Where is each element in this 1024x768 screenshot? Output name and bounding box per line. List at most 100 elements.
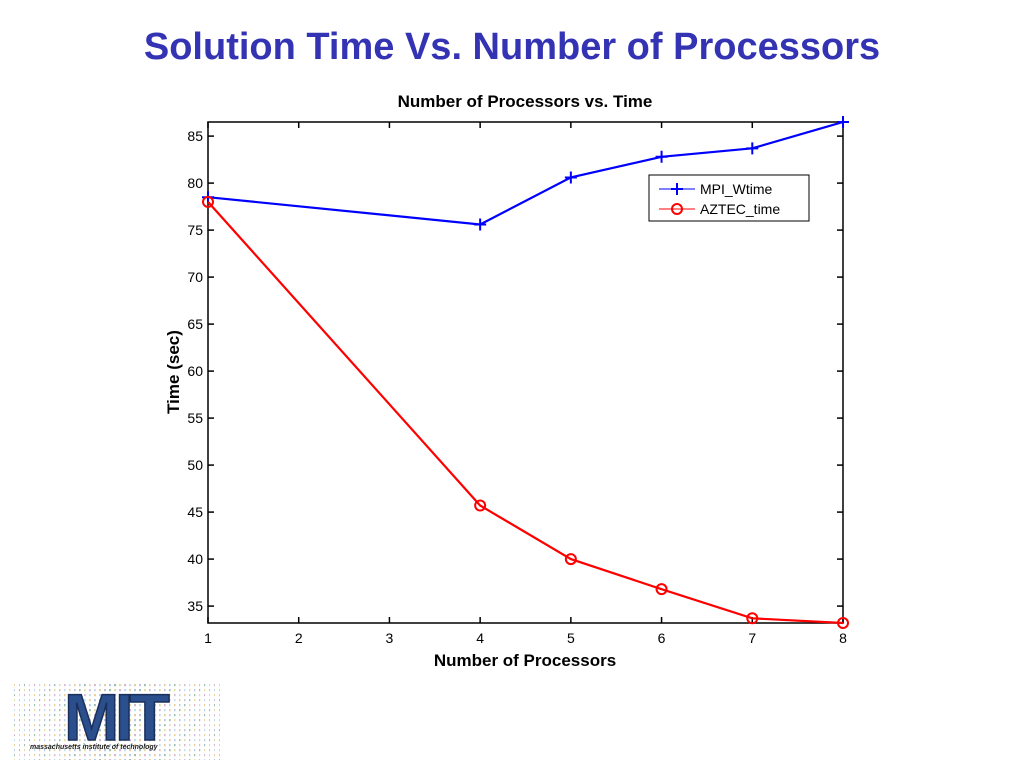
logo-dot <box>119 739 122 742</box>
logo-dot <box>179 739 181 742</box>
mit-logo-graphic: MIT <box>14 679 220 762</box>
y-tick-label: 35 <box>187 598 203 614</box>
logo-dot <box>59 714 61 717</box>
logo-dot <box>144 719 146 722</box>
logo-dot <box>174 684 176 687</box>
logo-dot <box>34 754 36 757</box>
logo-dot <box>104 704 107 707</box>
logo-dot <box>74 754 76 757</box>
logo-dot <box>34 714 36 717</box>
logo-dot <box>44 724 46 727</box>
logo-dot <box>204 729 206 732</box>
logo-dot <box>159 749 161 752</box>
logo-dot <box>74 694 76 697</box>
logo-dot <box>174 754 176 757</box>
legend-label: MPI_Wtime <box>700 181 773 197</box>
logo-dot <box>54 704 56 707</box>
logo-dot <box>124 719 127 722</box>
logo-dot <box>139 704 141 707</box>
logo-dot <box>59 729 61 732</box>
logo-dot <box>159 684 161 687</box>
logo-dot <box>119 714 122 717</box>
legend-items: MPI_Wtime AZTEC_time <box>659 181 780 217</box>
logo-dot <box>139 744 141 747</box>
logo-dot <box>119 724 122 727</box>
logo-dot <box>214 759 216 762</box>
logo-dot <box>94 759 96 762</box>
logo-dot <box>14 754 15 757</box>
logo-dot <box>54 744 56 747</box>
logo-dot <box>84 709 86 712</box>
logo-dot <box>64 689 66 692</box>
logo-dot <box>139 714 141 717</box>
logo-dot <box>24 729 26 732</box>
logo-dot <box>174 724 176 727</box>
logo-dot <box>94 729 96 732</box>
logo-dot <box>134 729 137 732</box>
logo-dot <box>129 689 132 692</box>
logo-dot <box>134 724 137 727</box>
logo-dot <box>219 724 220 727</box>
logo-dot <box>179 689 181 692</box>
logo-dot <box>89 699 91 702</box>
logo-dot <box>54 684 56 687</box>
logo-dot <box>219 754 220 757</box>
logo-dot <box>44 739 46 742</box>
logo-dot <box>99 719 101 722</box>
logo-dot <box>64 684 66 687</box>
x-tick-label: 2 <box>295 630 303 646</box>
logo-dot <box>44 684 46 687</box>
logo-dot <box>189 739 191 742</box>
logo-dot <box>179 684 181 687</box>
logo-dot <box>204 744 206 747</box>
logo-dot <box>179 714 181 717</box>
logo-dot <box>154 694 156 697</box>
logo-dot <box>139 684 141 687</box>
data-point <box>746 612 759 625</box>
logo-dot <box>104 744 107 747</box>
logo-dot <box>64 759 66 762</box>
logo-dot <box>14 744 15 747</box>
logo-dot <box>159 744 161 747</box>
logo-dot <box>104 759 107 762</box>
logo-dot <box>39 714 41 717</box>
x-axis: 1 2 3 4 5 6 7 8 <box>204 122 847 646</box>
logo-dot <box>44 744 46 747</box>
logo-dot <box>19 749 20 752</box>
logo-dot <box>39 744 41 747</box>
logo-dot <box>119 744 122 747</box>
logo-dot <box>194 749 196 752</box>
logo-dot <box>94 704 96 707</box>
logo-dot <box>104 694 107 697</box>
x-tick-label: 3 <box>386 630 394 646</box>
logo-dot <box>214 709 216 712</box>
y-tick-label: 85 <box>187 128 203 144</box>
logo-dot <box>169 749 171 752</box>
logo-dot <box>164 694 166 697</box>
logo-dot <box>154 724 156 727</box>
logo-dot <box>74 689 76 692</box>
logo-dot <box>109 734 112 737</box>
logo-dot <box>189 699 191 702</box>
logo-dot <box>214 684 216 687</box>
logo-dot <box>149 684 151 687</box>
logo-dot <box>184 734 186 737</box>
logo-dot <box>89 704 91 707</box>
logo-dot <box>144 709 146 712</box>
logo-dot <box>184 759 186 762</box>
logo-dot <box>49 689 51 692</box>
logo-dot <box>149 689 151 692</box>
logo-dot <box>124 744 127 747</box>
logo-dot <box>109 704 112 707</box>
logo-dot <box>179 729 181 732</box>
logo-dot <box>24 714 26 717</box>
logo-dot <box>99 714 101 717</box>
logo-dot <box>14 699 15 702</box>
logo-dot <box>169 689 171 692</box>
logo-dot <box>64 699 66 702</box>
logo-dot <box>149 754 151 757</box>
logo-dot <box>89 724 91 727</box>
logo-dot <box>39 759 41 762</box>
logo-dot <box>24 759 26 762</box>
logo-dot <box>39 729 41 732</box>
